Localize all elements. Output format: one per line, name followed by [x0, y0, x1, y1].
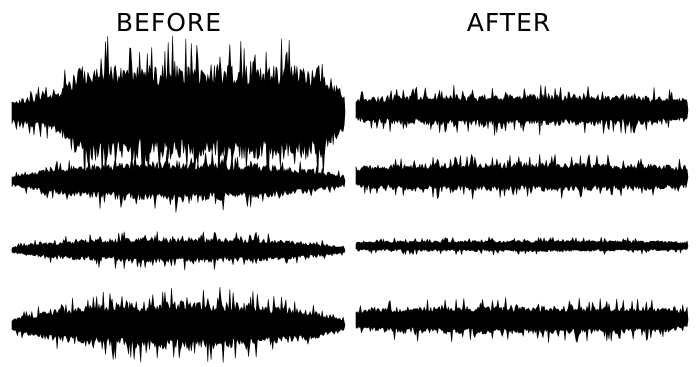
before-waveform-track-4 [11, 287, 346, 363]
before-heading: BEFORE [115, 8, 223, 37]
after-heading: AFTER [466, 8, 552, 37]
after-waveform-track-4 [355, 297, 689, 343]
after-waveform-track-1 [355, 84, 689, 136]
before-waveform-track-3 [11, 231, 346, 271]
before-waveform-track-1 [11, 35, 346, 186]
before-waveform-track-2 [11, 149, 346, 213]
after-waveform-track-2 [355, 154, 689, 200]
before-panel [11, 35, 346, 363]
after-waveform-track-3 [355, 236, 689, 256]
after-panel [355, 84, 689, 343]
